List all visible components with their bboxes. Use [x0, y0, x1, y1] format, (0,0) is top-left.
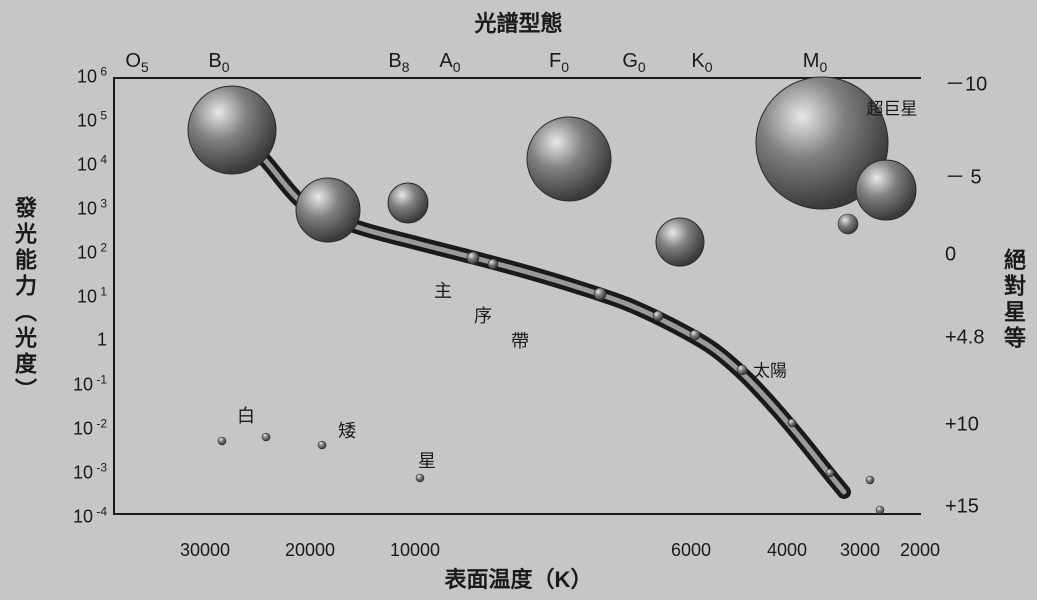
spectral-label: O5 — [125, 50, 148, 75]
chart-annotation: 矮 — [338, 417, 356, 443]
luminosity-tick: 10 5 — [77, 109, 107, 132]
luminosity-tick: 10 -2 — [73, 417, 107, 440]
temperature-tick: 2000 — [900, 540, 940, 561]
temperature-tick: 20000 — [285, 540, 335, 561]
temperature-tick: 10000 — [390, 540, 440, 561]
plot-area — [113, 77, 921, 515]
luminosity-tick: 10 2 — [77, 241, 107, 264]
chart-annotation: 序 — [474, 302, 492, 328]
luminosity-tick: 10 -1 — [73, 373, 107, 396]
magnitude-tick: 0 — [945, 244, 956, 267]
chart-annotation: 主 — [434, 277, 452, 303]
luminosity-tick: 1 — [97, 330, 107, 351]
temperature-tick: 30000 — [180, 540, 230, 561]
magnitude-tick: +4.8 — [945, 327, 984, 350]
luminosity-tick: 10 -4 — [73, 505, 107, 528]
luminosity-tick: 10 3 — [77, 197, 107, 220]
spectral-label: M0 — [803, 50, 827, 75]
magnitude-tick: － 5 — [945, 161, 982, 190]
chart-annotation: 帶 — [511, 327, 529, 353]
magnitude-tick: －10 — [945, 68, 987, 97]
spectral-label: A0 — [439, 50, 460, 75]
chart-annotation: 白 — [237, 402, 255, 428]
luminosity-tick: 10 1 — [77, 285, 107, 308]
right-axis-title: 絕對星等 — [997, 248, 1029, 352]
chart-annotation: 太陽 — [753, 357, 787, 382]
luminosity-tick: 10 4 — [77, 153, 107, 176]
magnitude-tick: +10 — [945, 414, 979, 437]
temperature-tick: 3000 — [840, 540, 880, 561]
top-axis-title: 光譜型態 — [474, 6, 562, 38]
chart-annotation: 星 — [418, 447, 436, 473]
luminosity-tick: 10 -3 — [73, 461, 107, 484]
spectral-label: F0 — [549, 50, 569, 75]
temperature-tick: 4000 — [767, 540, 807, 561]
luminosity-tick: 10 6 — [77, 65, 107, 88]
magnitude-tick: +15 — [945, 496, 979, 519]
left-axis-title: 發光能力︵光度︶ — [8, 196, 40, 404]
chart-annotation: 超巨星 — [867, 95, 918, 120]
bottom-axis-title: 表面温度（K） — [445, 562, 593, 594]
temperature-tick: 6000 — [671, 540, 711, 561]
spectral-label: B8 — [388, 50, 409, 75]
spectral-label: B0 — [208, 50, 229, 75]
spectral-label: G0 — [622, 50, 645, 75]
spectral-label: K0 — [691, 50, 712, 75]
